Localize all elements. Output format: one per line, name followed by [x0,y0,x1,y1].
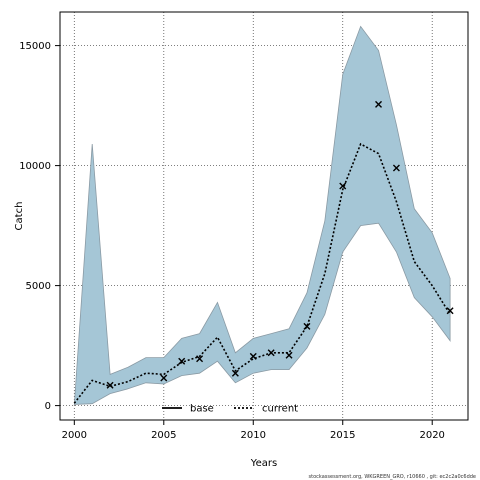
y-tick-label: 15000 [19,41,51,52]
legend-entry-base: base [162,404,214,415]
series-lines [73,142,451,404]
legend-label: current [262,404,298,415]
observation-markers [106,100,454,389]
x-tick-label: 2000 [62,430,87,441]
observation-point [392,164,400,172]
observation-point [285,351,293,359]
legend-entry-current: current [234,404,298,415]
footer-credit: stockassessment.org, WKGREEN_GRO, r10660… [309,474,476,480]
observation-point [231,369,239,377]
observation-point [267,349,275,357]
confidence-band [73,25,451,405]
observation-point [339,182,347,190]
observation-point [178,357,186,365]
x-tick-label: 2010 [241,430,266,441]
legend-label: base [190,404,214,415]
axes: 2000 2005 2010 2015 2020 0 5000 10000 15000 [19,11,469,441]
y-tick-label: 10000 [19,161,51,172]
plot-frame [59,11,469,421]
confidence-band-area [73,25,451,405]
observation-point [446,307,454,315]
x-tick-label: 2005 [151,430,176,441]
observation-point [160,374,168,382]
x-axis-label: Years [250,458,277,469]
observation-point [249,352,257,360]
y-tick-label: 5000 [26,281,51,292]
observation-point [375,100,383,108]
observation-point [196,355,204,363]
x-tick-label: 2015 [330,430,355,441]
y-tick-label: 0 [45,401,51,412]
observation-point [106,381,114,389]
observation-point [303,322,311,330]
series-line-current [73,142,451,404]
x-tick-label: 2020 [419,430,444,441]
legend: base current [162,404,298,415]
y-axis-label: Catch [14,202,25,231]
